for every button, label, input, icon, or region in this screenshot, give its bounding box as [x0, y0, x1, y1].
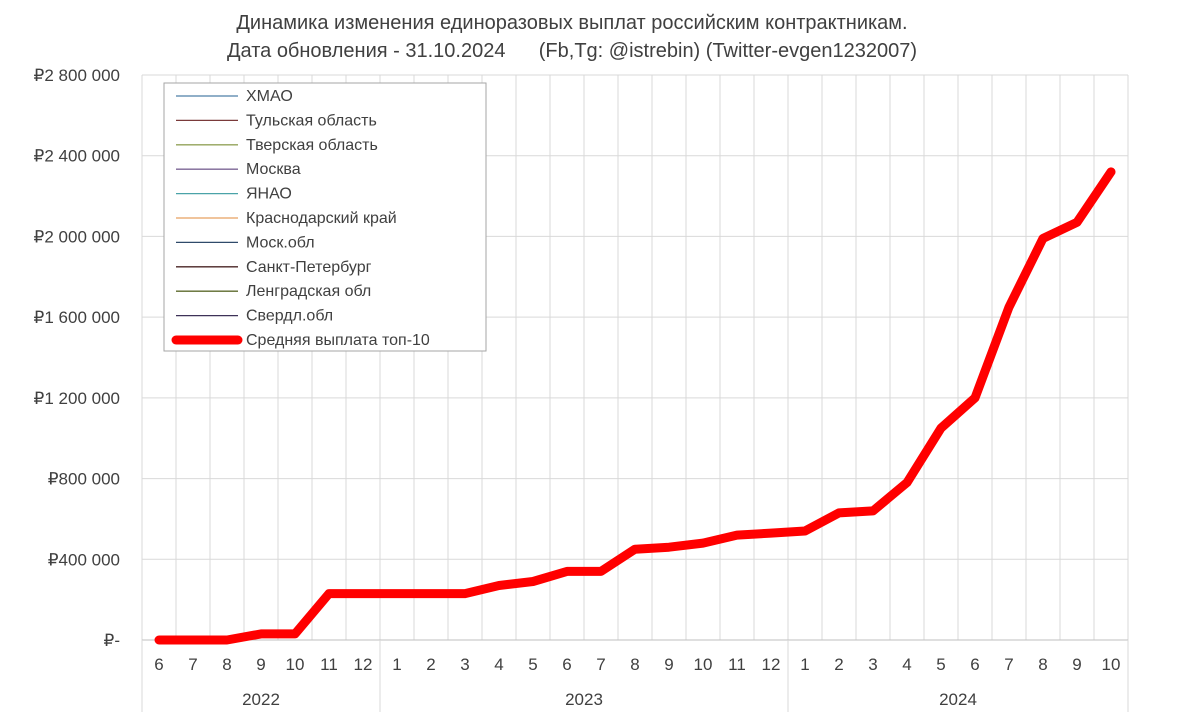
- year-label: 2024: [939, 690, 977, 709]
- x-tick-label: 9: [664, 655, 673, 674]
- legend: ХМАО Тульская область Тверская область Моск…: [163, 82, 487, 352]
- x-tick-label: 10: [1102, 655, 1121, 674]
- year-label: 2022: [242, 690, 280, 709]
- x-tick-label: 8: [1038, 655, 1047, 674]
- x-tick-label: 6: [970, 655, 979, 674]
- legend-entry: ЯНАО: [246, 186, 292, 203]
- x-tick-label: 9: [1072, 655, 1081, 674]
- y-tick-label: ₽2 400 000: [34, 147, 120, 166]
- x-tick-label: 4: [494, 655, 503, 674]
- y-tick-label: ₽1 200 000: [34, 389, 120, 408]
- x-tick-label: 1: [392, 655, 401, 674]
- x-tick-label: 12: [354, 655, 373, 674]
- x-tick-label: 3: [460, 655, 469, 674]
- x-tick-label: 8: [630, 655, 639, 674]
- legend-entry: Тверская область: [246, 137, 378, 154]
- x-tick-label: 8: [222, 655, 231, 674]
- legend-entry: Тульская область: [246, 112, 377, 129]
- y-tick-label: ₽-: [104, 631, 120, 650]
- x-tick-label: 1: [800, 655, 809, 674]
- x-tick-label: 5: [528, 655, 537, 674]
- x-tick-label: 11: [320, 655, 338, 674]
- y-tick-label: ₽800 000: [48, 470, 120, 489]
- legend-entry: ХМАО: [246, 88, 293, 105]
- plot-area: ₽- ₽400 000 ₽800 000 ₽1 200 000 ₽1 600 000 ₽2…: [34, 66, 1129, 712]
- x-tick-label: 7: [596, 655, 605, 674]
- y-tick-label: ₽1 600 000: [34, 308, 120, 327]
- x-tick-label: 3: [868, 655, 877, 674]
- legend-entry: Моск.обл: [246, 234, 315, 251]
- legend-entry: Краснодарский край: [246, 210, 397, 227]
- legend-box: [163, 82, 487, 352]
- x-tick-label: 10: [286, 655, 305, 674]
- x-tick-label: 10: [694, 655, 713, 674]
- x-tick-label: 4: [902, 655, 911, 674]
- x-tick-label: 2: [426, 655, 435, 674]
- x-tick-label: 7: [188, 655, 197, 674]
- y-tick-label: ₽2 800 000: [34, 66, 120, 85]
- series-line-10: [154, 167, 1116, 645]
- x-tick-label: 12: [762, 655, 781, 674]
- chart-subtitle: Дата обновления - 31.10.2024 (Fb,Tg: @is…: [227, 40, 917, 62]
- year-label: 2023: [565, 690, 603, 709]
- x-tick-label: 6: [562, 655, 571, 674]
- legend-entry: Средняя выплата топ-10: [246, 332, 430, 349]
- y-tick-label: ₽400 000: [48, 550, 120, 569]
- x-tick-label: 7: [1004, 655, 1013, 674]
- x-tick-label: 6: [154, 655, 163, 674]
- x-tick-label: 2: [834, 655, 843, 674]
- legend-entry: Свердл.обл: [246, 308, 333, 325]
- x-tick-label: 11: [728, 655, 746, 674]
- legend-entry: Ленградская обл: [246, 283, 371, 300]
- chart-title: Динамика изменения единоразовых выплат р…: [236, 12, 907, 34]
- legend-entry: Санкт-Петербург: [246, 259, 372, 276]
- y-tick-label: ₽2 000 000: [34, 227, 120, 246]
- legend-entry: Москва: [246, 161, 301, 178]
- x-tick-label: 9: [256, 655, 265, 674]
- x-tick-label: 5: [936, 655, 945, 674]
